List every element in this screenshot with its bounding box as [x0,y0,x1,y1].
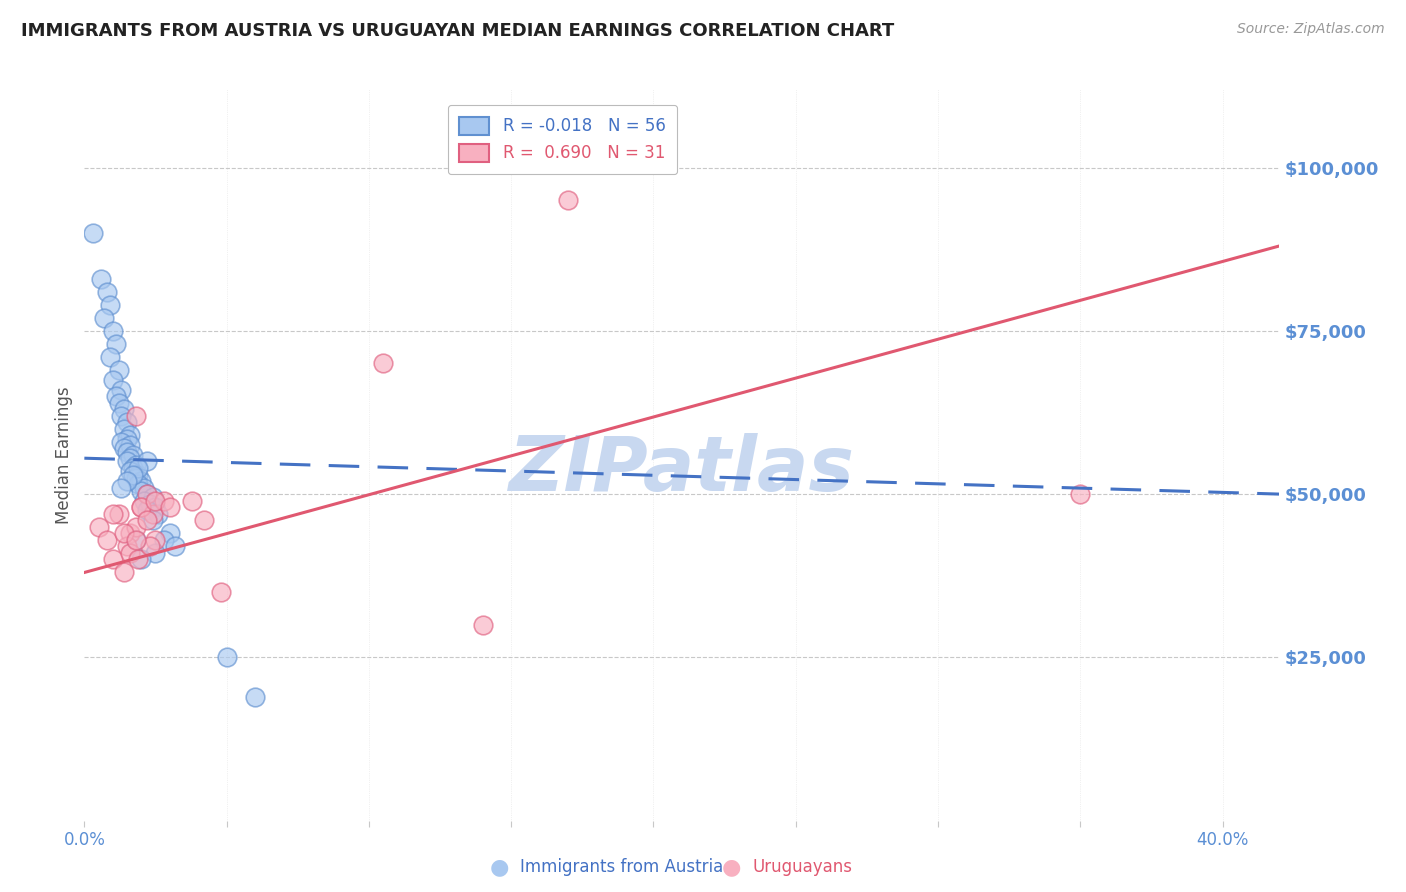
Point [159,526,181,541]
Point [90,271,112,285]
Point [82,226,104,240]
Point [118,451,141,466]
Point [153,533,176,547]
Point [557,193,579,207]
Point [124,533,146,547]
Point [101,373,124,387]
Point [142,513,165,527]
Point [107,363,129,377]
Point [124,471,146,485]
Point [121,461,143,475]
Point [115,474,138,488]
Text: Source: ZipAtlas.com: Source: ZipAtlas.com [1237,22,1385,37]
Point [115,415,138,429]
Point [132,493,156,508]
Point [101,324,124,338]
Point [124,520,146,534]
Point [124,458,146,472]
Point [110,409,132,423]
Point [127,461,149,475]
Point [243,690,266,704]
Point [193,513,215,527]
Point [136,487,159,501]
Point [215,650,238,665]
Y-axis label: Median Earnings: Median Earnings [55,386,73,524]
Point [136,513,159,527]
Point [112,422,135,436]
Point [153,493,176,508]
Point [1069,487,1091,501]
Point [209,585,232,599]
Text: ●: ● [489,857,509,877]
Point [110,383,132,397]
Point [159,500,181,515]
Point [115,432,138,446]
Point [118,464,141,478]
Point [139,539,162,553]
Legend: R = -0.018   N = 56, R =  0.690   N = 31: R = -0.018 N = 56, R = 0.690 N = 31 [447,105,678,174]
Point [124,533,146,547]
Point [136,487,159,501]
Point [110,434,132,449]
Point [98,298,121,312]
Point [165,539,187,553]
Point [118,438,141,452]
Point [145,493,167,508]
Point [142,507,165,521]
Text: Immigrants from Austria: Immigrants from Austria [520,858,724,876]
Point [107,395,129,409]
Point [96,533,118,547]
Point [112,526,135,541]
Point [121,467,143,482]
Point [98,350,121,364]
Point [132,481,156,495]
Point [136,454,159,468]
Point [129,500,152,515]
Point [101,507,124,521]
Point [115,444,138,458]
Point [115,454,138,468]
Point [129,474,152,488]
Point [148,507,170,521]
Text: IMMIGRANTS FROM AUSTRIA VS URUGUAYAN MEDIAN EARNINGS CORRELATION CHART: IMMIGRANTS FROM AUSTRIA VS URUGUAYAN MED… [21,22,894,40]
Point [87,520,110,534]
Point [112,442,135,456]
Point [96,285,118,299]
Point [145,546,167,560]
Point [104,389,127,403]
Point [127,552,149,566]
Point [107,507,129,521]
Point [145,533,167,547]
Point [121,448,143,462]
Point [129,483,152,498]
Point [373,356,395,371]
Point [115,539,138,553]
Point [127,467,149,482]
Point [127,477,149,491]
Point [118,546,141,560]
Point [104,337,127,351]
Point [112,566,135,580]
Point [181,493,204,508]
Point [129,500,152,515]
Point [118,526,141,541]
Point [118,428,141,442]
Text: Uruguayans: Uruguayans [752,858,852,876]
Point [124,409,146,423]
Point [110,481,132,495]
Point [112,402,135,417]
Text: ●: ● [721,857,741,877]
Point [145,500,167,515]
Point [101,552,124,566]
Point [136,503,159,517]
Text: ZIPatlas: ZIPatlas [509,433,855,507]
Point [129,552,152,566]
Point [142,491,165,505]
Point [93,310,115,325]
Point [471,617,494,632]
Point [139,497,162,511]
